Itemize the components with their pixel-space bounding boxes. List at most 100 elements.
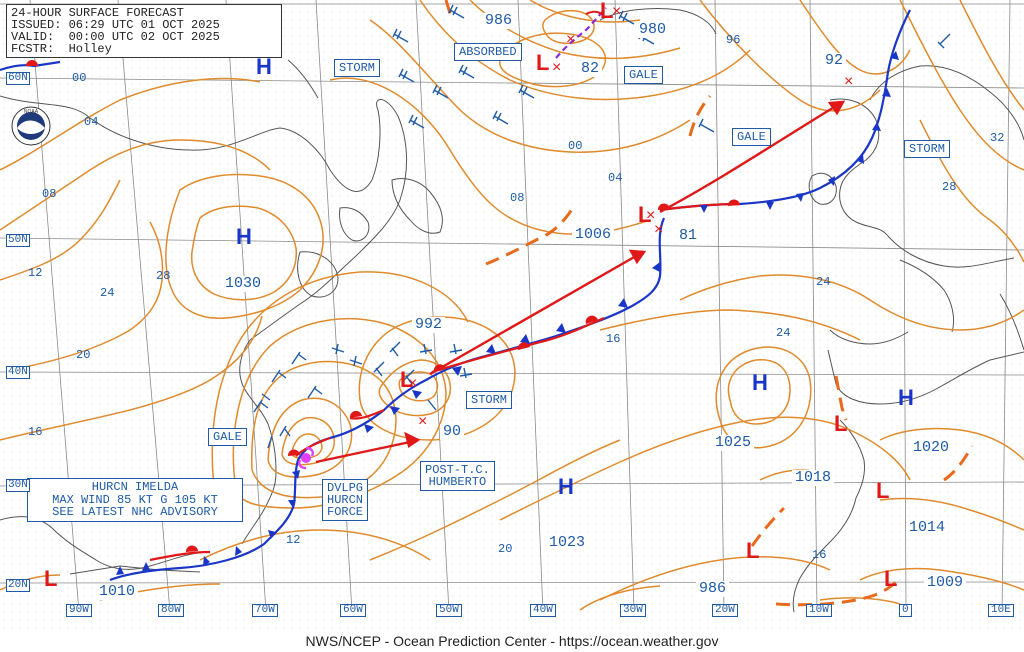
storm-center-x-icon: × xyxy=(418,413,428,430)
storm-center-x-icon: × xyxy=(612,3,622,20)
longitude-label: 10W xyxy=(806,604,832,617)
pressure-label: 986 xyxy=(482,13,516,29)
high-pressure-icon: H xyxy=(558,474,574,499)
dvlpg-line: DVLPG xyxy=(327,481,364,495)
high-pressure-icon: H xyxy=(236,224,252,249)
header-title: 24-HOUR SURFACE FORECAST xyxy=(11,6,184,20)
dot-grid-background xyxy=(0,0,1024,630)
pressure-label: 82 xyxy=(578,61,603,77)
storm-center-x-icon: × xyxy=(646,207,656,224)
isobars xyxy=(0,0,1024,611)
isobar-label: 28 xyxy=(942,180,957,194)
isobar-label: 08 xyxy=(510,191,525,205)
dvlpg-line: HURCN xyxy=(327,493,364,507)
storm-center-x-icon: × xyxy=(844,73,854,90)
storm-center-x-icon: × xyxy=(654,221,664,238)
isobar-label: 00 xyxy=(568,139,583,153)
storm-center-x-icon: × xyxy=(552,59,562,76)
post-tc-line: POST-T.C. xyxy=(425,463,490,477)
storm-track-arrows xyxy=(315,100,846,464)
forecast-header: 24-HOUR SURFACE FORECAST ISSUED: 06:29 U… xyxy=(6,4,282,58)
isobar-label: 16 xyxy=(812,548,827,562)
isobar-label: 16 xyxy=(606,332,621,346)
latitude-label: 40N xyxy=(6,366,30,379)
low-pressure-icon: L xyxy=(884,566,898,591)
developing-hurricane-force-label: DVLPG HURCN FORCE xyxy=(322,479,369,521)
hurricane-icon xyxy=(298,446,314,470)
post-tc-line: HUMBERTO xyxy=(428,475,487,489)
low-pressure-icon: L xyxy=(834,411,848,436)
latitude-label: 50N xyxy=(6,234,30,247)
troughs xyxy=(444,0,974,607)
low-pressure-icon: L xyxy=(600,0,614,23)
gale-warning-label: GALE xyxy=(208,428,247,446)
high-pressure-icon: H xyxy=(752,370,768,395)
advisory-line: HURCN IMELDA xyxy=(91,480,179,494)
pressure-label: 980 xyxy=(636,22,670,38)
isobar-label: 20 xyxy=(76,348,91,362)
pressure-label: 1009 xyxy=(924,575,967,591)
storm-warning-label: STORM xyxy=(466,391,513,409)
storm-center-x-icon: × xyxy=(408,375,418,392)
pressure-label: 92 xyxy=(822,53,847,69)
isobar-label: 24 xyxy=(776,326,791,340)
storm-warning-label: STORM xyxy=(904,140,951,158)
low-pressure-icon: L xyxy=(44,566,58,591)
pressure-label: 1030 xyxy=(222,276,265,292)
pressure-label: 1018 xyxy=(792,470,835,486)
pressure-label: 81 xyxy=(676,228,701,244)
storm-warning-label: STORM xyxy=(334,59,381,77)
surface-forecast-map: NOAA xyxy=(0,0,1024,630)
pressure-label: 992 xyxy=(412,317,446,333)
high-pressure-icon: H xyxy=(256,54,272,79)
storm-center-x-icon: × xyxy=(566,31,576,48)
dvlpg-line: FORCE xyxy=(327,505,364,519)
isobar-label: 20 xyxy=(498,542,513,556)
pressure-label: 1006 xyxy=(572,227,615,243)
isobar-label: 12 xyxy=(286,533,301,547)
pressure-label: 1023 xyxy=(546,535,589,551)
low-pressure-icon: L xyxy=(638,202,652,227)
low-pressure-icon: L xyxy=(536,50,550,75)
longitude-label: 0 xyxy=(899,604,912,617)
isobar-label: 04 xyxy=(84,115,99,129)
coastlines xyxy=(0,8,1024,613)
isobar-label: 08 xyxy=(42,187,57,201)
isobar-label: 24 xyxy=(100,286,115,300)
isobar-label: 00 xyxy=(72,71,87,85)
absorbed-label: ABSORBED xyxy=(454,43,522,61)
header-forecaster: FCSTR: Holley xyxy=(11,42,112,56)
pressure-label: 1014 xyxy=(906,520,949,536)
graticule xyxy=(0,0,1024,613)
gale-warning-label: GALE xyxy=(732,128,771,146)
pressure-label: 1020 xyxy=(910,440,953,456)
longitude-label: 50W xyxy=(436,604,462,617)
footer-credit: NWS/NCEP - Ocean Prediction Center - htt… xyxy=(305,633,719,649)
gale-warning-label: GALE xyxy=(624,66,663,84)
longitude-label: 20W xyxy=(712,604,738,617)
front-north-west xyxy=(0,60,61,72)
cold-front xyxy=(109,217,666,582)
isobar-label: 04 xyxy=(608,171,623,185)
longitude-label: 40W xyxy=(530,604,556,617)
pressure-label: 1010 xyxy=(96,584,139,600)
longitude-label: 70W xyxy=(252,604,278,617)
header-valid: VALID: 00:00 UTC 02 OCT 2025 xyxy=(11,30,220,44)
pressure-label: 1025 xyxy=(712,435,755,451)
pressure-label: 90 xyxy=(440,424,465,440)
latitude-label: 60N xyxy=(6,72,30,85)
low-pressure-icon: L xyxy=(400,367,414,392)
longitude-label: 80W xyxy=(158,604,184,617)
isobar-label: 24 xyxy=(816,275,831,289)
header-issued: ISSUED: 06:29 UTC 01 OCT 2025 xyxy=(11,18,220,32)
hurricane-advisory-box: HURCN IMELDA MAX WIND 85 KT G 105 KT SEE… xyxy=(27,478,243,522)
advisory-line: MAX WIND 85 KT G 105 KT xyxy=(52,492,218,507)
occluded-front-north xyxy=(555,7,607,59)
high-pressure-icon: H xyxy=(898,385,914,410)
advisory-line: SEE LATEST NHC ADVISORY xyxy=(52,505,218,519)
isobar-label: 96 xyxy=(726,33,741,47)
isobar-label: 12 xyxy=(28,266,43,280)
warm-fronts xyxy=(149,9,911,562)
longitude-label: 60W xyxy=(340,604,366,617)
noaa-logo: NOAA xyxy=(11,106,51,146)
